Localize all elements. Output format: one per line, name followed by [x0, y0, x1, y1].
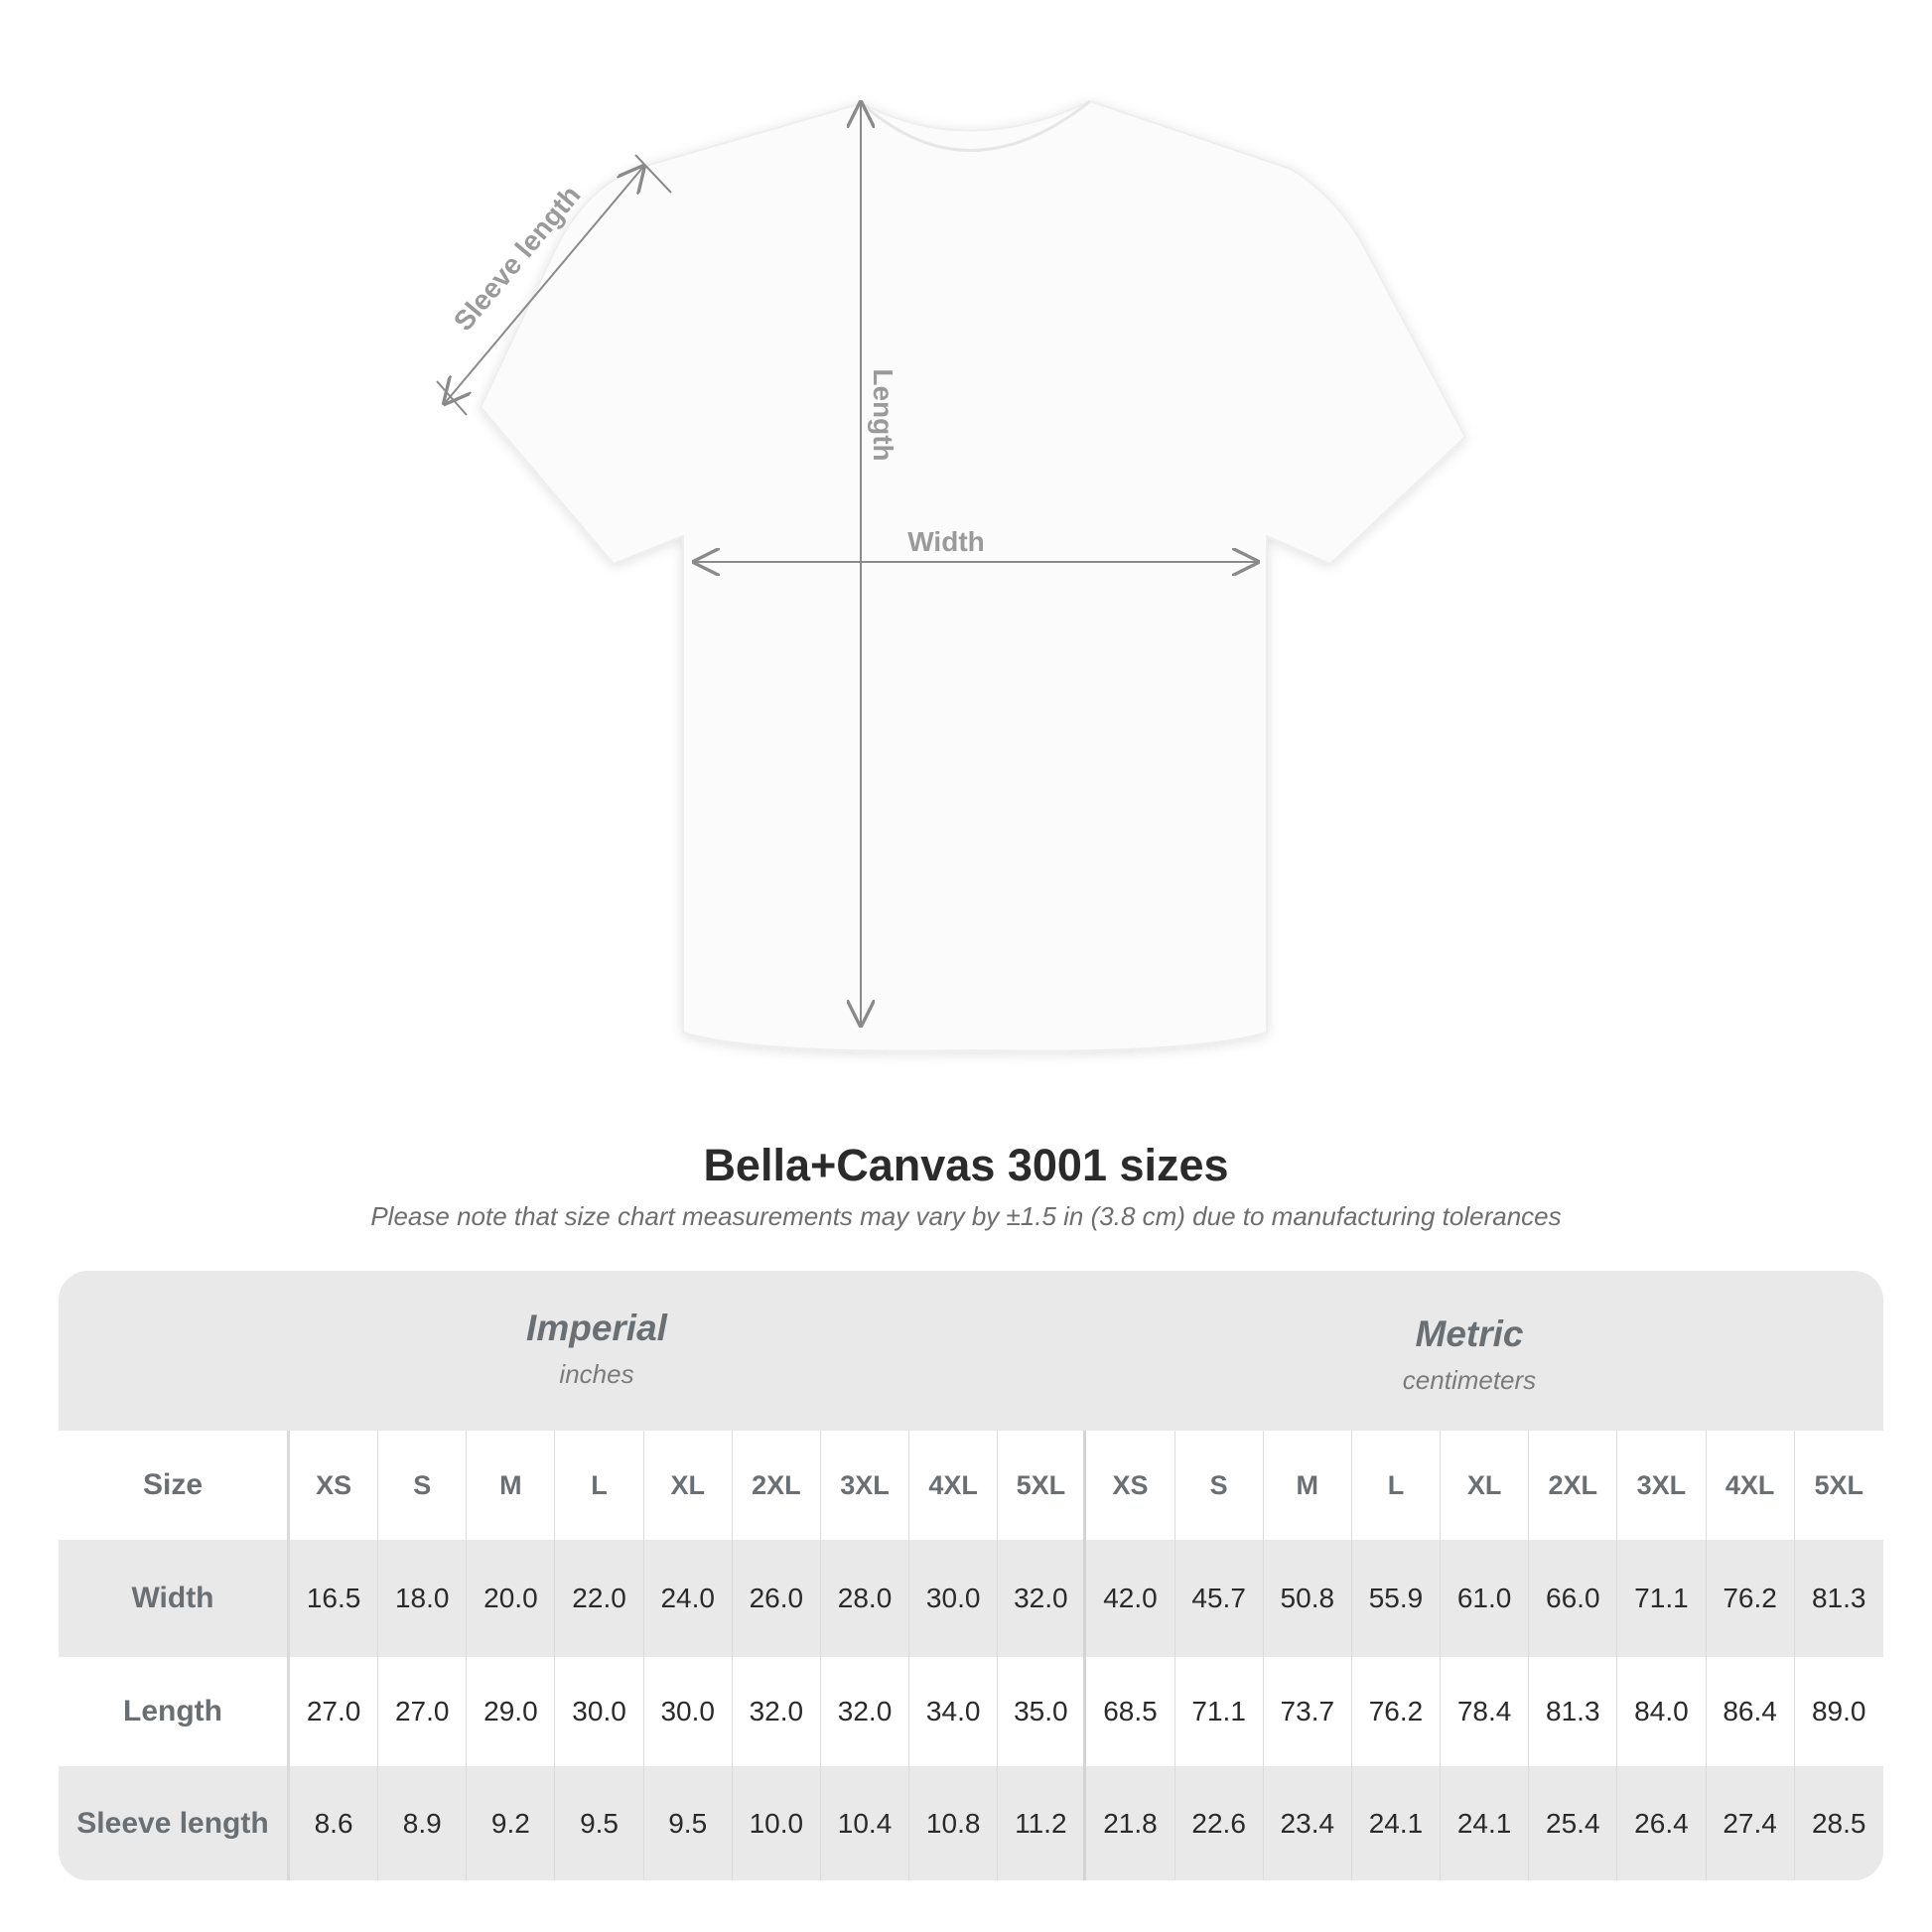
imperial-unit: inches	[559, 1359, 634, 1389]
cell-metric: 66.0	[1529, 1540, 1618, 1657]
cell-imperial: 9.2	[467, 1766, 556, 1880]
size-metric-header: 2XL	[1529, 1431, 1618, 1540]
cell-metric: 61.0	[1441, 1540, 1530, 1657]
row-label: Width	[59, 1540, 290, 1657]
cell-metric: 24.1	[1352, 1766, 1442, 1880]
cell-metric: 68.5	[1086, 1657, 1175, 1766]
size-imperial-header: 2XL	[733, 1431, 821, 1540]
cell-imperial: 22.0	[555, 1540, 644, 1657]
cell-imperial: 16.5	[290, 1540, 379, 1657]
cell-metric: 21.8	[1086, 1766, 1175, 1880]
cell-imperial: 35.0	[998, 1657, 1087, 1766]
size-imperial-header: S	[378, 1431, 468, 1540]
cell-imperial: 10.0	[733, 1766, 821, 1880]
cell-metric: 71.1	[1175, 1657, 1264, 1766]
cell-imperial: 28.0	[821, 1540, 910, 1657]
cell-imperial: 32.0	[821, 1657, 910, 1766]
cell-imperial: 8.9	[378, 1766, 468, 1880]
tolerance-note: Please note that size chart measurements…	[370, 1201, 1562, 1231]
cell-imperial: 32.0	[998, 1540, 1087, 1657]
size-imperial-header: L	[555, 1431, 644, 1540]
cell-metric: 28.5	[1811, 1807, 1866, 1839]
size-header-row: Size XS S M L XL 2XL 3XL 4XL 5XL XS S M L XL 2XL 3XL 4XL 5…	[59, 1431, 1883, 1540]
cell-metric: 42.0	[1086, 1540, 1175, 1657]
cell-imperial: 9.5	[555, 1766, 644, 1880]
size-metric-header: L	[1352, 1431, 1442, 1540]
tshirt-shape	[479, 99, 1467, 1052]
table-group-header	[59, 1271, 1883, 1431]
size-imperial-header: XL	[644, 1431, 733, 1540]
cell-imperial: 30.0	[555, 1657, 644, 1766]
size-metric-header: 4XL	[1707, 1431, 1795, 1540]
size-imperial-header: XS	[290, 1431, 379, 1540]
size-imperial-header: M	[467, 1431, 556, 1540]
cell-metric: 26.4	[1617, 1766, 1707, 1880]
cell-metric: 55.9	[1352, 1540, 1442, 1657]
row-label: Sleeve length	[59, 1766, 290, 1880]
cell-imperial: 32.0	[733, 1657, 821, 1766]
table-row: Sleeve length 8.6 8.9 9.2 9.5 9.5 10.0 10.4 10.8…	[59, 1766, 1883, 1880]
cell-imperial: 20.0	[467, 1540, 556, 1657]
row-label: Size	[59, 1431, 290, 1540]
cell-metric: 50.8	[1264, 1540, 1352, 1657]
cell-imperial: 27.0	[290, 1657, 379, 1766]
size-metric-header: 3XL	[1617, 1431, 1707, 1540]
cell-imperial: 27.0	[378, 1657, 468, 1766]
tshirt-diagram: Width Length Sleeve length	[436, 99, 1467, 1052]
table-row: Width 16.5 18.0 20.0 22.0 24.0 26.0 28.0 30.0 32.…	[59, 1540, 1883, 1657]
cell-metric: 84.0	[1617, 1657, 1707, 1766]
cell-imperial: 26.0	[733, 1540, 821, 1657]
size-imperial-header: 4XL	[909, 1431, 999, 1540]
cell-metric: 78.4	[1441, 1657, 1530, 1766]
sleeve-arrow	[445, 167, 643, 403]
size-metric-header: M	[1264, 1431, 1352, 1540]
size-metric-header: XS	[1086, 1431, 1175, 1540]
cell-imperial: 11.2	[998, 1766, 1087, 1880]
size-metric-header: XL	[1441, 1431, 1530, 1540]
size-imperial-header: 3XL	[821, 1431, 910, 1540]
cell-imperial: 8.6	[290, 1766, 379, 1880]
size-metric-header: 5XL	[1814, 1469, 1863, 1500]
cell-imperial: 24.0	[644, 1540, 733, 1657]
size-metric-header: S	[1175, 1431, 1264, 1540]
cell-metric: 45.7	[1175, 1540, 1264, 1657]
cell-metric: 73.7	[1264, 1657, 1352, 1766]
width-label: Width	[907, 526, 985, 557]
imperial-title: Imperial	[526, 1308, 667, 1348]
cell-metric: 27.4	[1707, 1766, 1795, 1880]
cell-imperial: 30.0	[909, 1540, 999, 1657]
cell-metric: 71.1	[1617, 1540, 1707, 1657]
cell-imperial: 10.8	[909, 1766, 999, 1880]
cell-metric: 22.6	[1175, 1766, 1264, 1880]
metric-group: Metric centimeters	[1271, 1313, 1668, 1396]
metric-title: Metric	[1415, 1313, 1524, 1354]
cell-metric: 89.0	[1811, 1696, 1866, 1726]
cell-metric: 25.4	[1529, 1766, 1618, 1880]
cell-imperial: 10.4	[821, 1766, 910, 1880]
imperial-group: Imperial inches	[398, 1308, 795, 1390]
cell-metric: 24.1	[1441, 1766, 1530, 1880]
row-label: Length	[59, 1657, 290, 1766]
size-table: Imperial inches Metric centimeters Size X…	[59, 1271, 1883, 1880]
cell-imperial: 18.0	[378, 1540, 468, 1657]
cell-metric: 76.2	[1707, 1540, 1795, 1657]
chart-title: Bella+Canvas 3001 sizes	[703, 1140, 1229, 1190]
length-label: Length	[868, 368, 898, 461]
cell-metric: 81.3	[1811, 1583, 1866, 1613]
cell-imperial: 30.0	[644, 1657, 733, 1766]
cell-imperial: 9.5	[644, 1766, 733, 1880]
cell-metric: 86.4	[1707, 1657, 1795, 1766]
cell-metric: 76.2	[1352, 1657, 1442, 1766]
cell-metric: 81.3	[1529, 1657, 1618, 1766]
size-imperial-header: 5XL	[998, 1431, 1087, 1540]
cell-metric: 23.4	[1264, 1766, 1352, 1880]
cell-imperial: 34.0	[909, 1657, 999, 1766]
cell-imperial: 29.0	[467, 1657, 556, 1766]
metric-unit: centimeters	[1402, 1365, 1537, 1395]
table-row: Length 27.0 27.0 29.0 30.0 30.0 32.0 32.0 34.0 35…	[59, 1657, 1883, 1766]
